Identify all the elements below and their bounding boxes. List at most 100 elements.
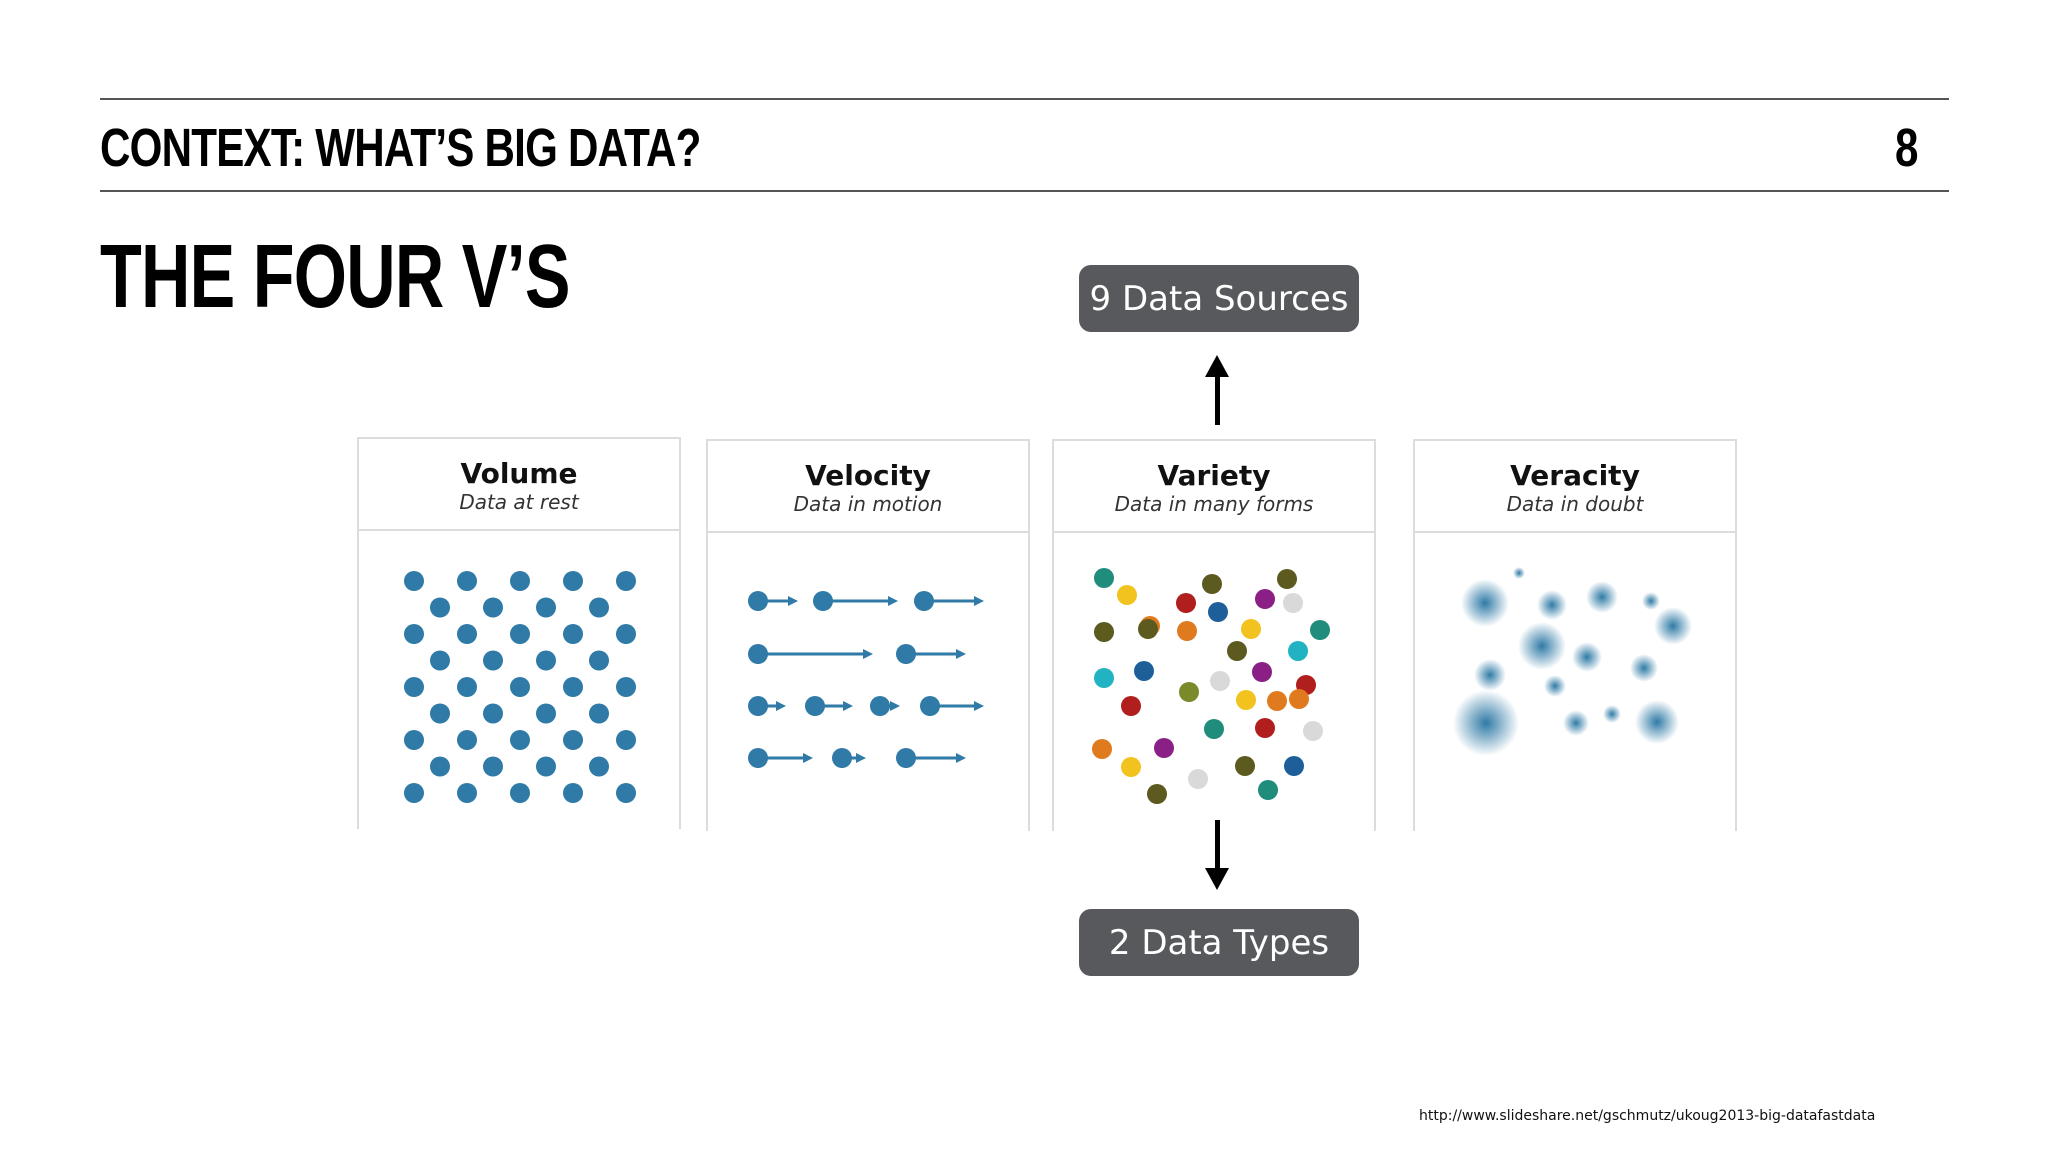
volume-dot <box>536 650 556 671</box>
volume-dot <box>430 650 450 671</box>
volume-dot <box>457 677 477 697</box>
panel-volume-title: Volume <box>460 457 578 490</box>
variety-dot <box>1235 756 1255 776</box>
volume-dot <box>457 730 477 750</box>
veracity-dot <box>1654 607 1692 645</box>
volume-dot <box>430 756 450 777</box>
volume-dot <box>510 783 530 803</box>
page-number: 8 <box>1895 118 1918 178</box>
velocity-arrow <box>813 591 898 611</box>
variety-dot <box>1121 696 1141 716</box>
volume-dot <box>483 597 503 618</box>
veracity-dot <box>1642 592 1660 610</box>
veracity-dot <box>1544 675 1566 697</box>
volume-dot <box>616 624 636 644</box>
variety-dot <box>1092 739 1112 759</box>
variety-dot <box>1236 690 1256 710</box>
volume-dot <box>404 783 424 803</box>
source-url: http://www.slideshare.net/gschmutz/ukoug… <box>1419 1108 1876 1124</box>
variety-dot <box>1177 621 1197 641</box>
variety-dot <box>1094 568 1114 588</box>
volume-dot <box>563 730 583 750</box>
panel-velocity-subtitle: Data in motion <box>793 492 943 516</box>
veracity-dot <box>1513 567 1525 579</box>
volume-dot <box>404 571 424 591</box>
arrow-down-icon <box>1205 820 1229 890</box>
panel-variety-title: Variety <box>1157 459 1271 492</box>
volume-dot <box>483 650 503 671</box>
volume-dot <box>589 703 609 724</box>
volume-dot <box>457 624 477 644</box>
volume-dot <box>589 756 609 777</box>
variety-dot <box>1208 602 1228 622</box>
variety-dot <box>1202 574 1222 594</box>
panel-veracity-graphic <box>1415 533 1735 829</box>
panel-velocity-header: Velocity Data in motion <box>708 441 1028 533</box>
volume-dot <box>536 597 556 618</box>
velocity-arrow <box>748 696 786 716</box>
variety-dots-illustration <box>1092 568 1330 804</box>
veracity-fuzzy-dots-illustration <box>1453 567 1692 756</box>
veracity-dot <box>1572 642 1602 672</box>
variety-dot <box>1303 721 1323 741</box>
variety-dot <box>1283 593 1303 613</box>
velocity-arrows-illustration <box>748 591 984 768</box>
variety-dot <box>1210 671 1230 691</box>
data-sources-callout: 9 Data Sources <box>1079 265 1359 332</box>
panel-veracity: Veracity Data in doubt <box>1413 439 1737 831</box>
data-types-callout: 2 Data Types <box>1079 909 1359 976</box>
variety-dot <box>1188 769 1208 789</box>
variety-dot <box>1284 756 1304 776</box>
volume-dot <box>483 756 503 777</box>
panel-veracity-subtitle: Data in doubt <box>1506 492 1644 516</box>
veracity-dot <box>1630 654 1658 682</box>
panel-variety: Variety Data in many forms <box>1052 439 1376 831</box>
volume-dot <box>404 730 424 750</box>
veracity-dot <box>1563 710 1589 736</box>
variety-dot <box>1252 662 1272 682</box>
volume-dot <box>589 650 609 671</box>
veracity-dot <box>1453 690 1519 756</box>
volume-dot <box>616 783 636 803</box>
veracity-dot <box>1586 581 1618 613</box>
volume-dot <box>457 783 477 803</box>
volume-dot <box>404 624 424 644</box>
velocity-arrow <box>805 696 853 716</box>
velocity-arrow <box>896 748 966 768</box>
variety-dot <box>1134 661 1154 681</box>
variety-dot <box>1179 682 1199 702</box>
slide-title: THE FOUR V’S <box>100 227 570 327</box>
variety-dot <box>1121 757 1141 777</box>
panel-variety-graphic <box>1054 533 1374 829</box>
variety-dot <box>1258 780 1278 800</box>
panel-velocity: Velocity Data in motion <box>706 439 1030 831</box>
volume-dot <box>430 703 450 724</box>
variety-dot <box>1147 784 1167 804</box>
volume-dot <box>616 677 636 697</box>
header-top-rule <box>100 98 1949 100</box>
velocity-arrow <box>896 644 966 664</box>
variety-dot <box>1255 718 1275 738</box>
velocity-arrow <box>914 591 984 611</box>
panel-volume: Volume Data at rest <box>357 437 681 829</box>
section-title: CONTEXT: WHAT’S BIG DATA? <box>100 118 701 178</box>
volume-dot <box>563 571 583 591</box>
variety-dot <box>1267 691 1287 711</box>
volume-dot <box>563 677 583 697</box>
volume-dot <box>483 703 503 724</box>
variety-dot <box>1277 569 1297 589</box>
volume-dot <box>404 677 424 697</box>
velocity-arrow <box>748 644 873 664</box>
variety-dot <box>1241 619 1261 639</box>
variety-dot <box>1227 641 1247 661</box>
panel-variety-header: Variety Data in many forms <box>1054 441 1374 533</box>
volume-dot <box>510 730 530 750</box>
velocity-arrow <box>920 696 984 716</box>
volume-dot <box>510 571 530 591</box>
variety-dot <box>1289 689 1309 709</box>
variety-dot <box>1094 668 1114 688</box>
variety-dot <box>1204 719 1224 739</box>
variety-dot <box>1094 622 1114 642</box>
volume-dot <box>563 624 583 644</box>
velocity-arrow <box>832 748 866 768</box>
